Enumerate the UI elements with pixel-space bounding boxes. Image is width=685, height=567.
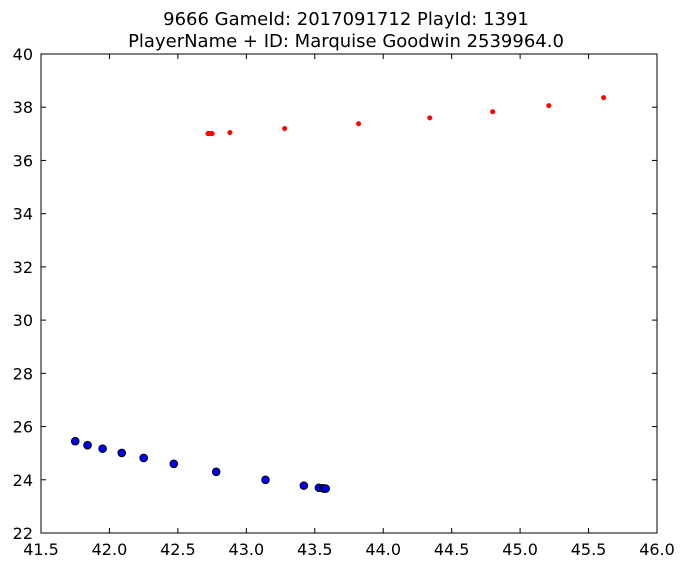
x-tick-label: 46.0: [639, 540, 675, 559]
y-tick-label: 24: [13, 471, 33, 490]
data-point: [139, 453, 148, 463]
x-tick-label: 44.0: [365, 540, 401, 559]
data-point: [209, 131, 215, 137]
data-point: [98, 444, 107, 453]
x-tick-label: 42.0: [92, 540, 128, 559]
chart-title: 9666 GameId: 2017091712 PlayId: 1391: [163, 9, 529, 30]
x-tick-label: 41.5: [23, 540, 59, 559]
y-tick-label: 22: [13, 524, 33, 543]
ticks-layer: 41.5 42.0 42.5 43.0 43.5 44.0 44.5 45.0 45.5 46.0…: [13, 45, 675, 559]
data-point: [261, 475, 270, 485]
data-point: [427, 115, 433, 121]
y-tick-label: 40: [13, 45, 33, 64]
data-point: [490, 109, 496, 115]
y-tick-label: 38: [13, 98, 33, 117]
y-tick-label: 26: [13, 418, 33, 437]
y-tick-label: 36: [13, 151, 33, 170]
data-point: [321, 484, 331, 493]
data-point: [211, 467, 221, 477]
x-tick-label: 45.0: [502, 540, 538, 559]
chart-subtitle: PlayerName + ID: Marquise Goodwin 253996…: [128, 31, 564, 52]
data-point: [227, 129, 233, 136]
data-point: [169, 459, 179, 469]
data-point: [356, 121, 362, 127]
x-tick-label: 43.5: [297, 540, 333, 559]
data-point: [299, 481, 309, 490]
y-tick-label: 34: [13, 205, 33, 224]
x-tick-label: 43.0: [229, 540, 265, 559]
y-tick-label: 32: [13, 258, 33, 277]
x-tick-label: 44.5: [434, 540, 470, 559]
x-tick-label: 45.5: [571, 540, 607, 559]
data-point: [546, 103, 552, 109]
marks-layer: [70, 95, 607, 493]
data-point: [70, 436, 80, 446]
y-tick-label: 28: [13, 364, 33, 383]
data-point: [117, 448, 127, 458]
y-tick-label: 30: [13, 311, 33, 330]
data-point: [601, 95, 607, 101]
data-point: [282, 125, 288, 132]
plot-frame: [40, 53, 658, 534]
data-point: [83, 440, 92, 450]
x-tick-label: 42.5: [160, 540, 196, 559]
